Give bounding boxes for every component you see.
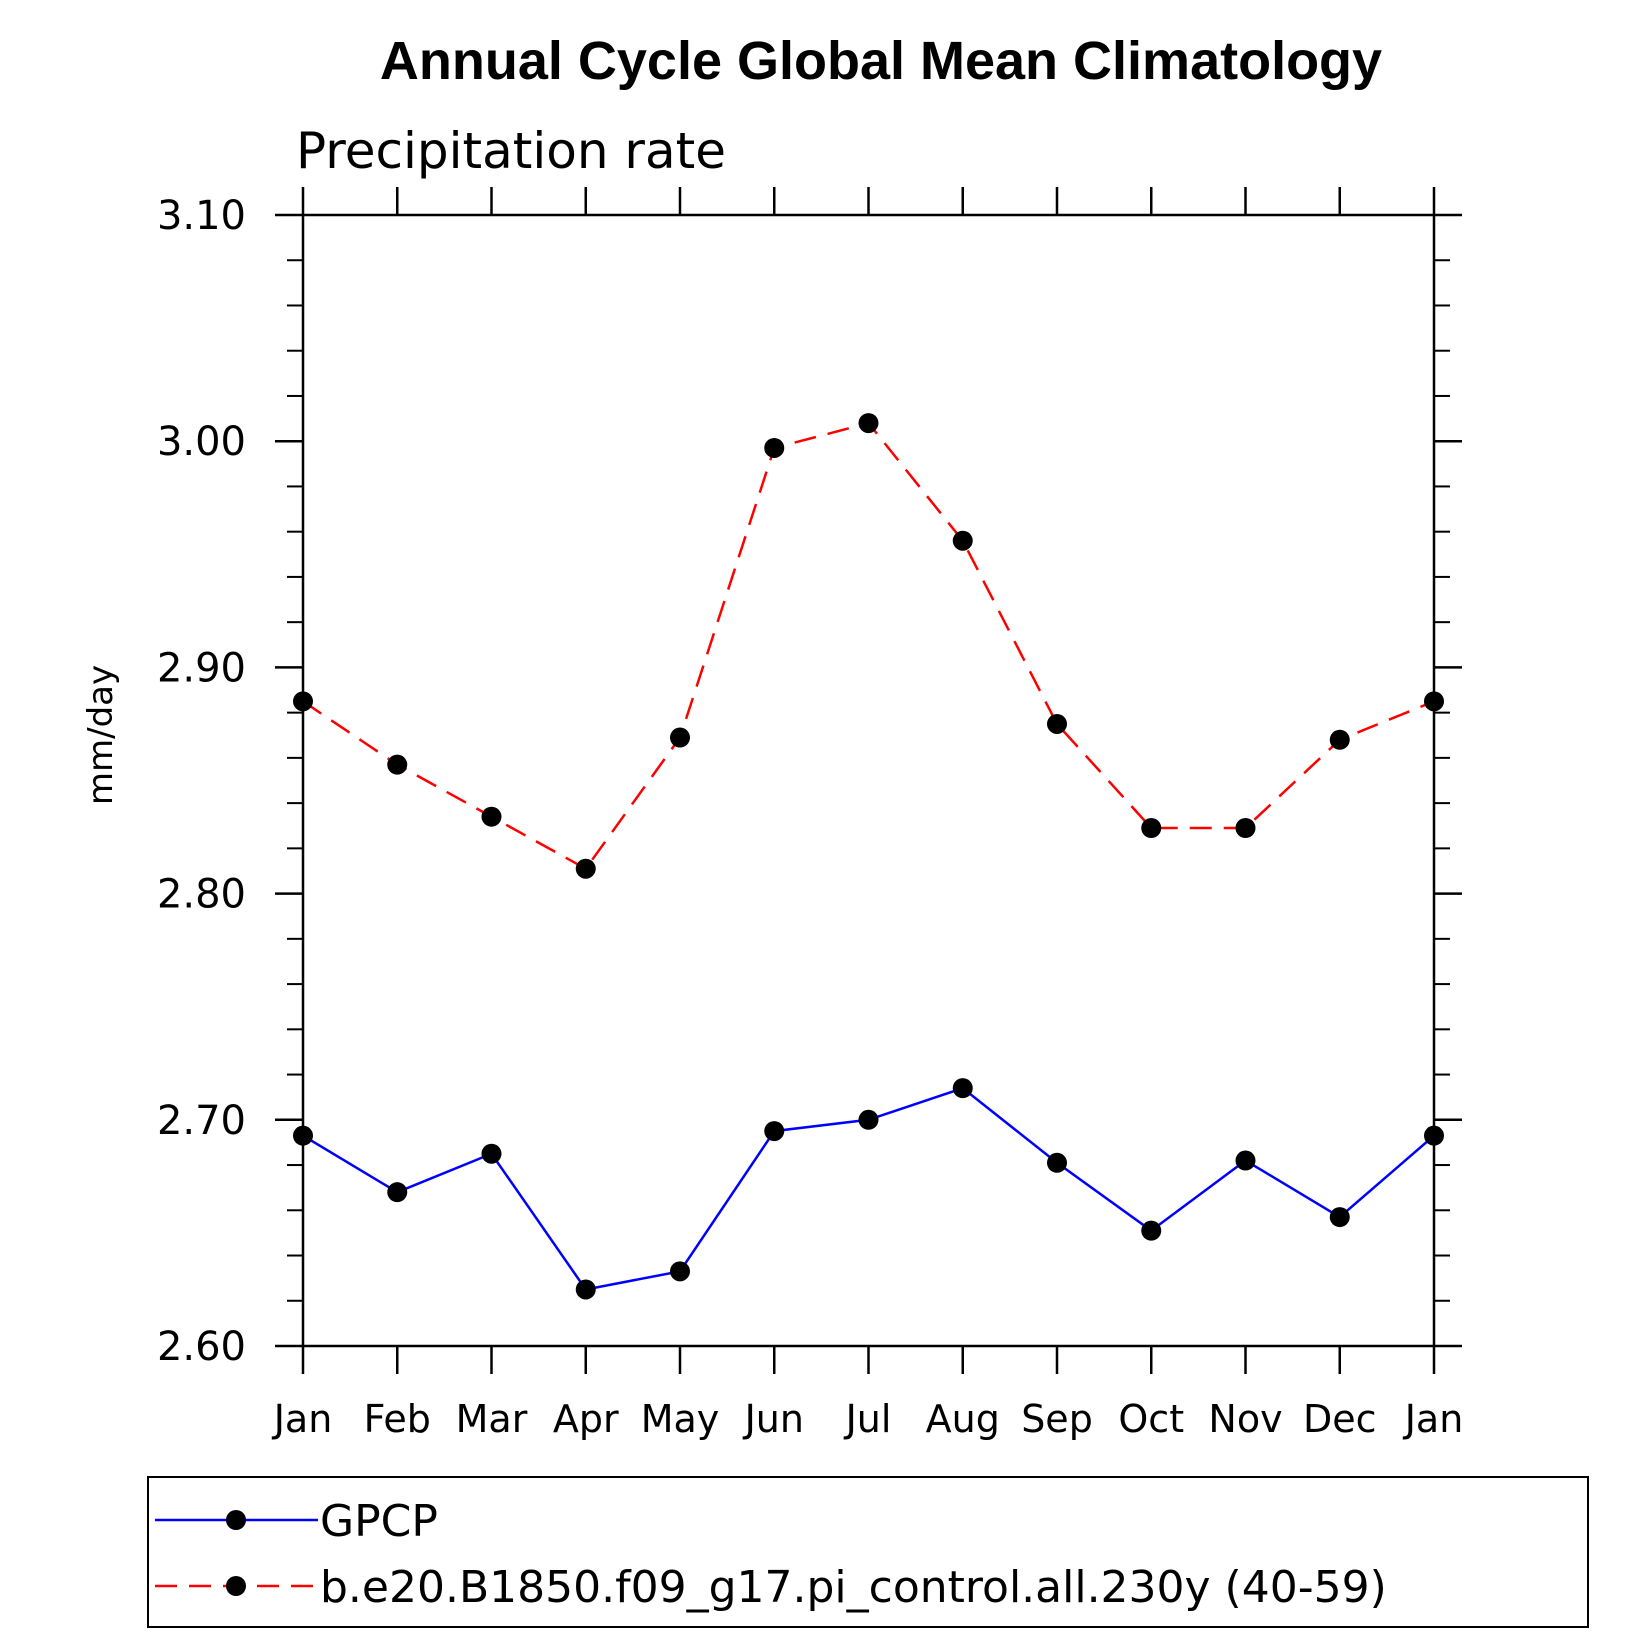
x-tick-label: Feb xyxy=(364,1397,431,1441)
x-tick-label: Sep xyxy=(1021,1397,1093,1441)
x-tick-label: Nov xyxy=(1208,1397,1282,1441)
y-tick-label: 2.60 xyxy=(157,1324,246,1370)
series-1-point xyxy=(1141,1220,1162,1241)
series-2-point xyxy=(387,754,408,775)
series-2-point xyxy=(1047,713,1067,734)
legend-box xyxy=(147,1476,1589,1628)
axis-ticks: 2.60 2.70 2.80 2.90 3.00 3.10 Jan Feb Mar Apr May J… xyxy=(157,187,1463,1441)
series-1-point xyxy=(387,1182,408,1203)
series-1-point xyxy=(952,1078,973,1099)
series-2-point xyxy=(1424,691,1444,712)
series-2-point xyxy=(1235,818,1256,839)
series-2-point xyxy=(670,727,690,748)
y-axis-label: mm/day xyxy=(81,665,121,805)
series-1-point xyxy=(1424,1125,1444,1146)
series-1-point xyxy=(670,1261,690,1282)
y-tick-label: 2.80 xyxy=(157,872,246,918)
series-1-point xyxy=(575,1279,596,1300)
x-tick-label: Jan xyxy=(272,1397,333,1441)
plot-frame xyxy=(301,213,1436,1348)
series-1-point xyxy=(764,1121,785,1142)
x-tick-label: Mar xyxy=(456,1397,528,1441)
x-tick-label: Oct xyxy=(1118,1397,1184,1441)
series-2-point xyxy=(1141,818,1162,839)
x-tick-label: Jul xyxy=(844,1397,892,1441)
x-tick-label: Aug xyxy=(926,1397,1000,1441)
series-2-point xyxy=(293,691,313,712)
legend-label-2: b.e20.B1850.f09_g17.pi_control.all.230y … xyxy=(320,1562,1387,1613)
series-2-point xyxy=(764,437,785,458)
chart-title: Annual Cycle Global Mean Climatology xyxy=(379,31,1383,91)
series-line-2 xyxy=(302,421,1435,871)
series-2-point xyxy=(858,413,879,434)
x-tick-label: Jun xyxy=(743,1397,804,1441)
y-tick-label: 2.70 xyxy=(157,1098,246,1144)
series-1-point xyxy=(1235,1150,1256,1171)
chart-subtitle: Precipitation rate xyxy=(296,122,726,180)
series-2-point xyxy=(1329,729,1350,750)
legend-marker-2 xyxy=(226,1576,246,1596)
series-2-point xyxy=(481,806,502,827)
y-tick-label: 3.00 xyxy=(157,419,246,465)
legend-label-1: GPCP xyxy=(320,1496,438,1547)
x-tick-label: Jan xyxy=(1403,1397,1464,1441)
series-2-point xyxy=(575,858,596,879)
series-1-point xyxy=(1329,1207,1350,1228)
series-1-point xyxy=(293,1125,313,1146)
x-tick-label: May xyxy=(641,1397,720,1441)
series-2-point xyxy=(952,530,973,551)
x-tick-label: Dec xyxy=(1303,1397,1377,1441)
y-tick-label: 2.90 xyxy=(157,645,246,691)
series-1-point xyxy=(1047,1152,1067,1173)
series-1-point xyxy=(481,1143,502,1164)
series-1-point xyxy=(858,1109,879,1130)
x-tick-label: Apr xyxy=(553,1397,619,1441)
y-tick-label: 3.10 xyxy=(157,193,246,239)
series-layer xyxy=(293,413,1444,1300)
legend-marker-1 xyxy=(226,1510,246,1530)
legend: GPCP b.e20.B1850.f09_g17.pi_control.all.2… xyxy=(147,1476,1589,1628)
